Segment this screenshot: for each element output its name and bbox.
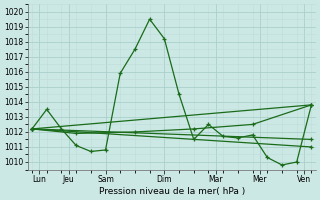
X-axis label: Pression niveau de la mer( hPa ): Pression niveau de la mer( hPa ) bbox=[99, 187, 245, 196]
